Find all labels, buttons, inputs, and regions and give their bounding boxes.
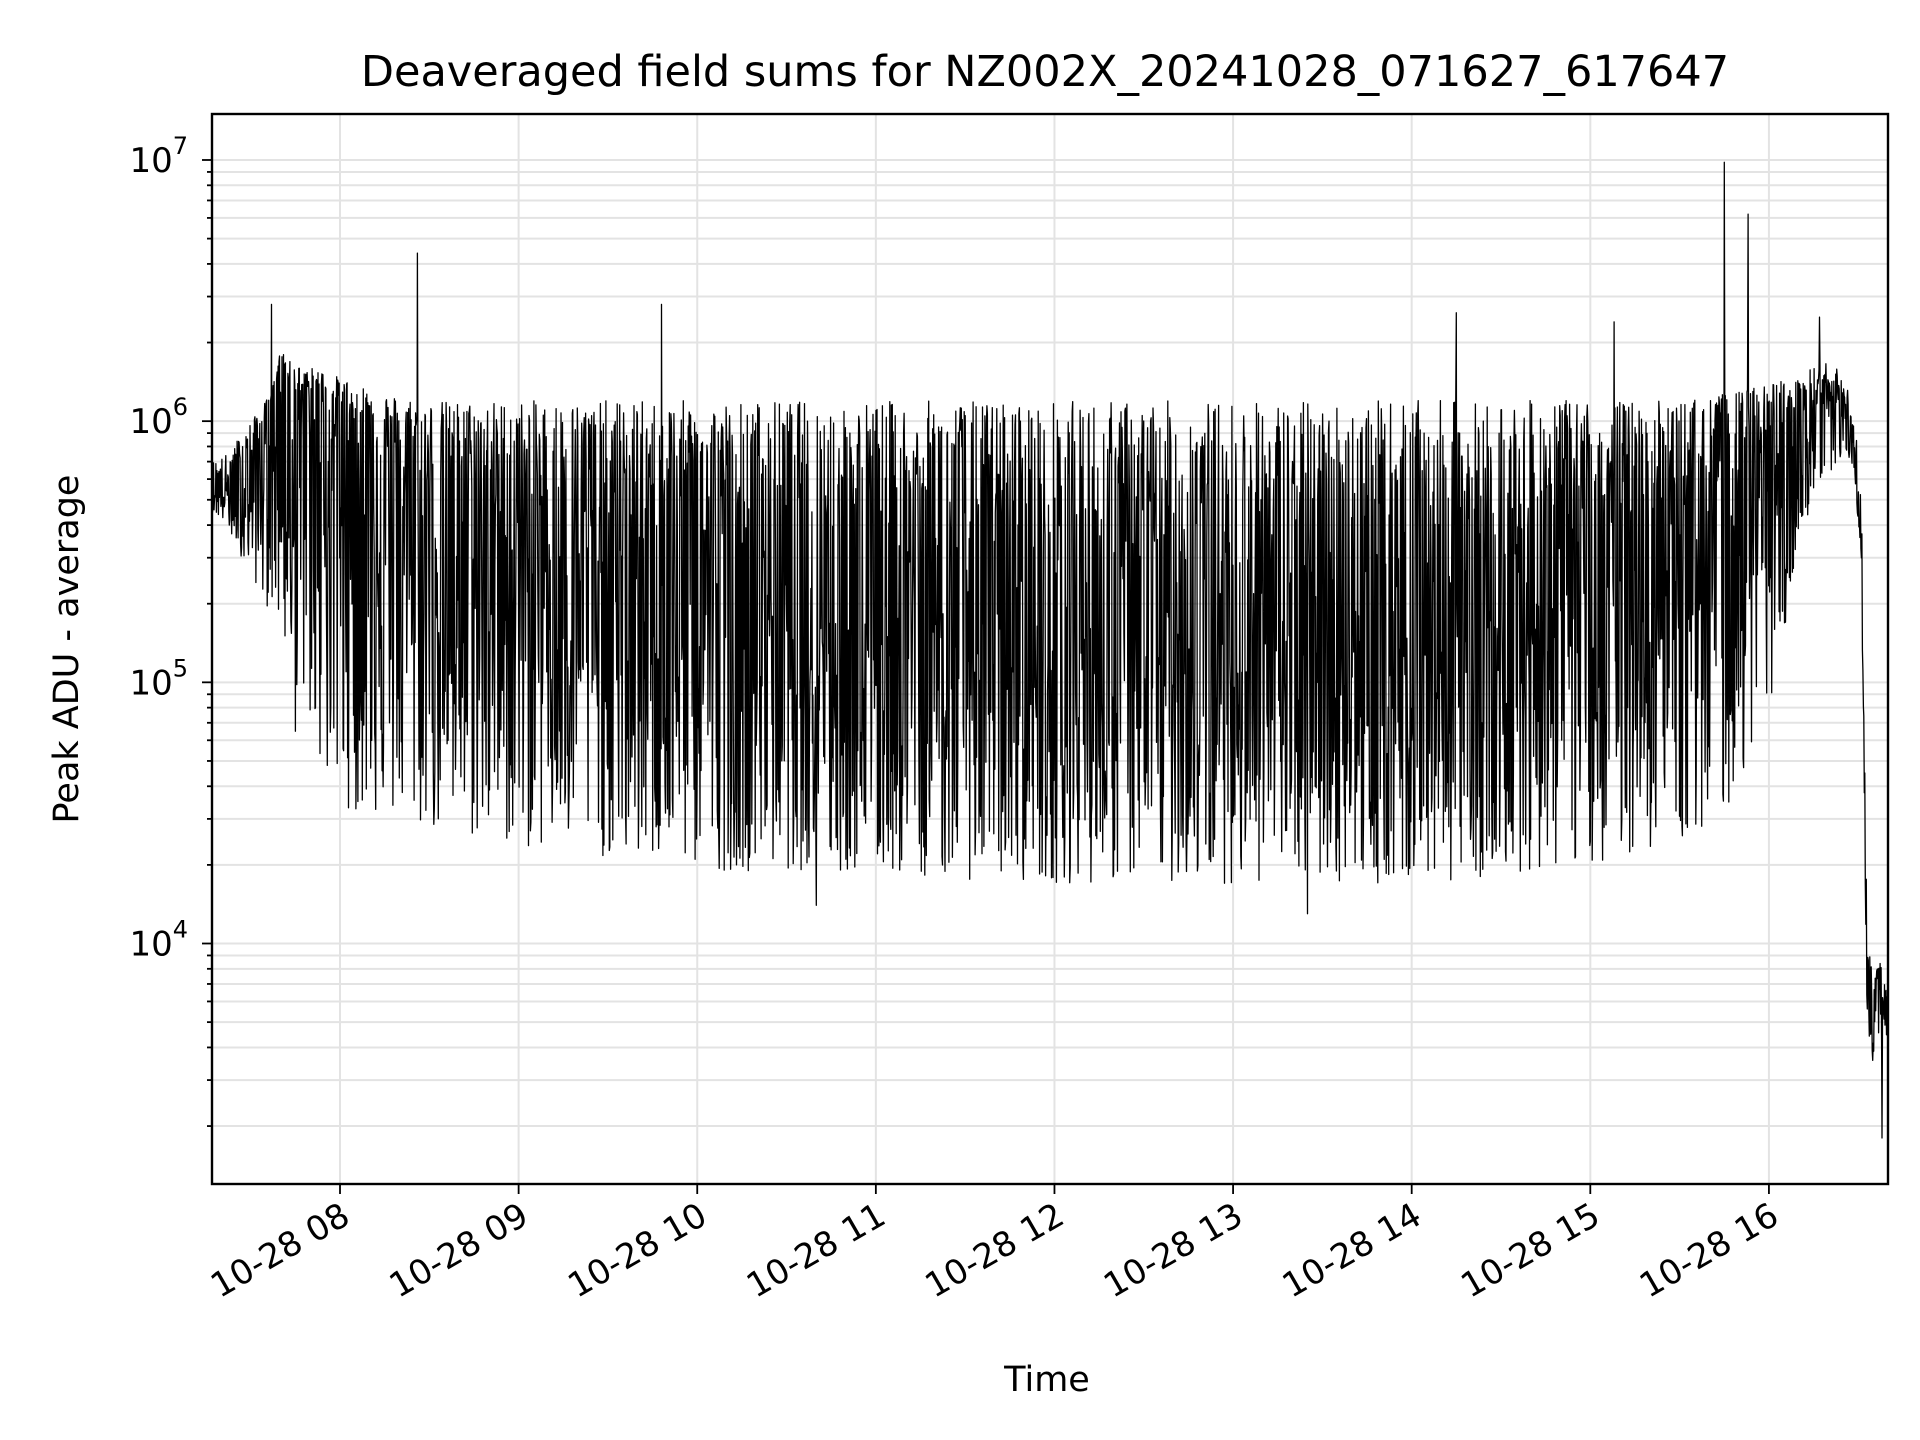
- y-tick-exponent: 6: [173, 393, 188, 421]
- y-tick-base: 10: [129, 663, 172, 703]
- y-tick-label: 106: [129, 393, 188, 442]
- y-tick-base: 10: [129, 402, 172, 442]
- y-tick-base: 10: [129, 141, 172, 181]
- plot-frame: [210, 112, 1890, 1186]
- y-tick-exponent: 5: [173, 654, 188, 682]
- y-tick-label: 107: [129, 132, 188, 181]
- chart-title: Deaveraged field sums for NZ002X_2024102…: [361, 47, 1729, 97]
- series-layer: [211, 161, 1889, 1139]
- y-tick-base: 10: [129, 925, 172, 965]
- x-axis-label: Time: [1003, 1360, 1090, 1400]
- y-tick-label: 104: [129, 916, 188, 965]
- y-tick-exponent: 7: [173, 132, 188, 160]
- y-tick-exponent: 4: [173, 916, 188, 944]
- y-axis-label: Peak ADU - average: [47, 475, 87, 824]
- series-line: [211, 161, 1889, 1139]
- y-tick-label: 105: [129, 654, 188, 703]
